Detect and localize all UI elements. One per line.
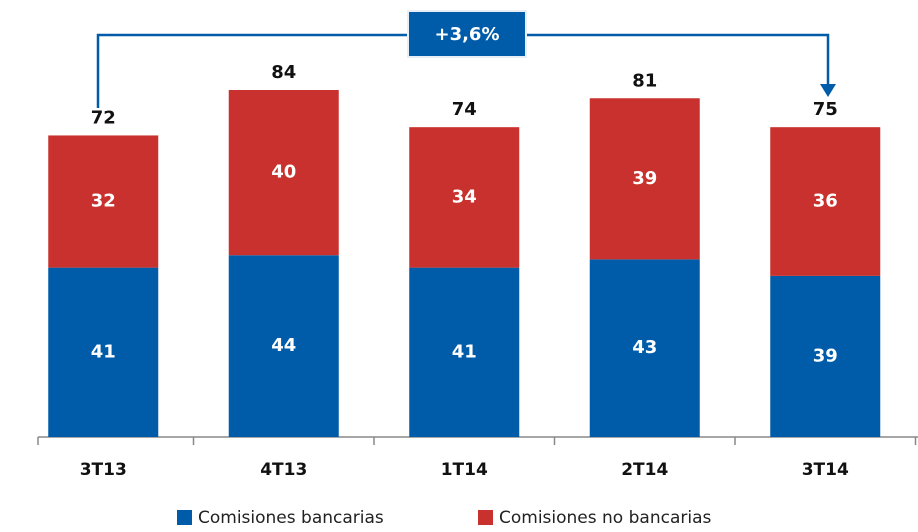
segment-label: 44 [271,335,296,356]
x-tick-label: 3T13 [80,460,127,480]
segment-label: 41 [452,341,477,362]
segment-label: 40 [271,162,296,183]
bar-segment [589,98,700,260]
total-label: 75 [813,99,838,120]
legend-swatch [478,510,493,525]
legend-swatch [177,510,192,525]
total-label: 84 [271,62,296,83]
bar-segment [409,267,520,437]
x-tick-label: 4T13 [260,460,307,480]
annotation-box [407,10,527,58]
segment-label: 39 [813,345,838,366]
segment-label: 43 [632,337,657,358]
x-tick-label: 3T14 [802,460,849,480]
growth-annotation: +3,6% [96,10,836,108]
x-tick-label: 1T14 [441,460,488,480]
legend-label: Comisiones no bancarias [499,508,711,528]
bar-segment [48,135,159,268]
segment-label: 34 [452,186,477,207]
bar-segment [770,275,881,437]
total-label: 74 [452,99,477,120]
bar-segment [48,267,159,437]
bar-segment [228,255,339,437]
x-tick-label: 2T14 [621,460,668,480]
bracket-right [526,33,830,86]
bar-segment [228,90,339,256]
arrow-head [820,84,836,97]
bar-segment [589,259,700,437]
annotation-text: +3,6% [434,24,499,45]
bar-segment [770,127,881,276]
segment-label: 32 [91,191,116,212]
segment-label: 36 [813,191,838,212]
segment-label: 39 [632,168,657,189]
bracket-left [96,33,408,108]
total-label: 81 [632,70,657,91]
total-label: 72 [91,107,116,128]
legend-label: Comisiones bancarias [198,508,384,528]
segment-label: 41 [91,341,116,362]
bar-segment [409,127,520,268]
